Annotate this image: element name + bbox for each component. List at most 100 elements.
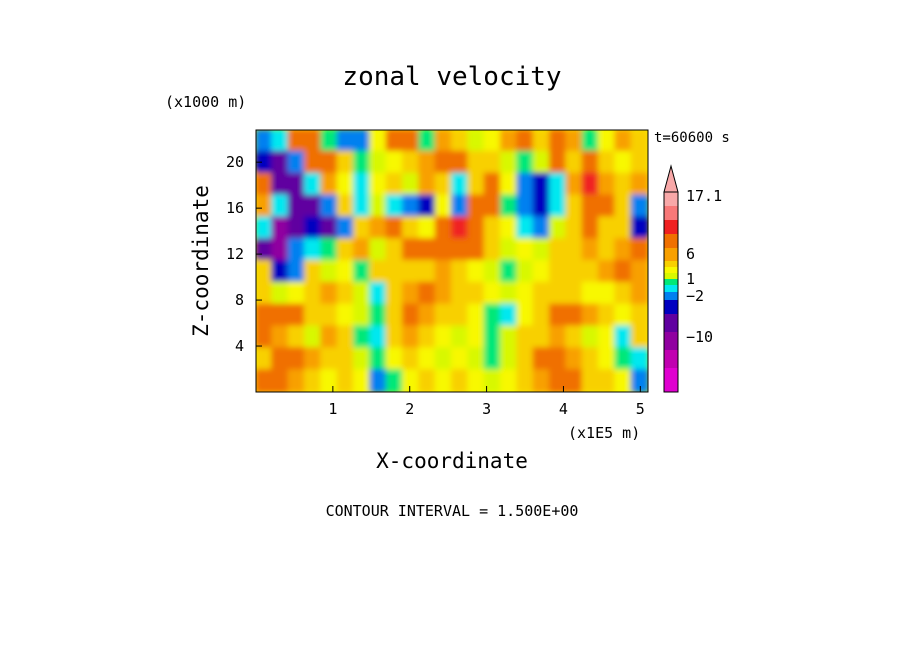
field-cell — [532, 172, 551, 197]
field-cell — [532, 130, 551, 153]
field-cell — [369, 347, 388, 372]
field-cell — [500, 347, 519, 372]
field-cell — [353, 281, 372, 306]
field-cell — [353, 347, 372, 372]
field-cell — [320, 172, 339, 197]
field-cell — [385, 303, 404, 328]
field-cell — [581, 130, 600, 153]
field-cell — [304, 369, 323, 392]
field-cell — [336, 194, 355, 219]
x-tick-label: 2 — [405, 400, 414, 418]
field-cell — [287, 150, 306, 175]
field-cell — [614, 150, 633, 175]
field-cell — [500, 150, 519, 175]
field-cell — [304, 260, 323, 284]
field-cell — [271, 303, 290, 328]
field-cell — [434, 238, 453, 262]
colorbar: 17.1 6 1−2 −10 — [663, 164, 722, 393]
field-cell — [418, 325, 437, 350]
field-cell — [532, 347, 551, 372]
field-cell — [353, 130, 372, 153]
colorbar-label: −10 — [686, 328, 713, 346]
field-cell — [256, 172, 274, 197]
field-cell — [500, 369, 519, 392]
field-cell — [434, 369, 453, 392]
field-cell — [353, 369, 372, 392]
field-cell — [320, 325, 339, 350]
field-cell — [581, 369, 600, 392]
field-cell — [385, 238, 404, 262]
field-cell — [271, 238, 290, 262]
y-tick-label: 4 — [235, 337, 244, 355]
field-cell — [500, 303, 519, 328]
x-tick-label: 5 — [636, 400, 645, 418]
field-cell — [402, 369, 421, 392]
colorbar-arrow — [663, 164, 679, 193]
field-cell — [565, 260, 584, 284]
field-cell — [532, 216, 551, 241]
field-cell — [483, 260, 502, 284]
field-cell — [271, 216, 290, 241]
field-cell — [304, 194, 323, 219]
field-cell — [500, 216, 519, 241]
field-cell — [549, 216, 568, 241]
field-cell — [304, 325, 323, 350]
colorbar-band — [664, 279, 678, 285]
field-cell — [467, 238, 486, 262]
field-cell — [287, 172, 306, 197]
field-cell — [532, 150, 551, 175]
field-cell — [549, 281, 568, 306]
field-cell — [451, 194, 470, 219]
field-cell — [549, 194, 568, 219]
field-cell — [353, 238, 372, 262]
field-cell — [483, 194, 502, 219]
y-tick-label: 16 — [226, 199, 244, 217]
field-cell — [402, 216, 421, 241]
field-cell — [369, 281, 388, 306]
field-cell — [581, 281, 600, 306]
field-cell — [630, 325, 648, 350]
field-cell — [598, 216, 617, 241]
field-cell — [500, 194, 519, 219]
field-cell — [500, 238, 519, 262]
field-cell — [614, 325, 633, 350]
field-cell — [434, 194, 453, 219]
field-cell — [418, 281, 437, 306]
field-cell — [467, 281, 486, 306]
x-unit-label: (x1E5 m) — [568, 424, 640, 442]
field-cell — [549, 369, 568, 392]
field-cell — [271, 172, 290, 197]
field-cell — [385, 130, 404, 153]
field-cell — [598, 281, 617, 306]
field-cell — [402, 150, 421, 175]
field-cell — [402, 281, 421, 306]
field-cell — [532, 325, 551, 350]
field-cell — [353, 325, 372, 350]
plot-frame — [255, 129, 649, 393]
field-cell — [402, 347, 421, 372]
field-cell — [451, 216, 470, 241]
field-cell — [320, 194, 339, 219]
field-cell — [630, 150, 648, 175]
field-cell — [516, 216, 535, 241]
field-cell — [418, 216, 437, 241]
field-cell — [287, 216, 306, 241]
field-cells — [256, 130, 648, 392]
colorbar-band — [664, 206, 678, 220]
field-cell — [451, 130, 470, 153]
field-cell — [336, 150, 355, 175]
contour-interval-label: CONTOUR INTERVAL = 1.500E+00 — [326, 502, 579, 520]
field-cell — [565, 303, 584, 328]
field-cell — [304, 281, 323, 306]
field-cell — [565, 172, 584, 197]
field-cell — [271, 260, 290, 284]
field-cell — [256, 325, 274, 350]
field-cell — [581, 238, 600, 262]
x-ticks: 1 2 3 4 5 — [328, 386, 645, 418]
field-cell — [336, 303, 355, 328]
field-cell — [385, 369, 404, 392]
field-cell — [271, 130, 290, 153]
field-cell — [304, 130, 323, 153]
colorbar-band — [664, 314, 678, 332]
